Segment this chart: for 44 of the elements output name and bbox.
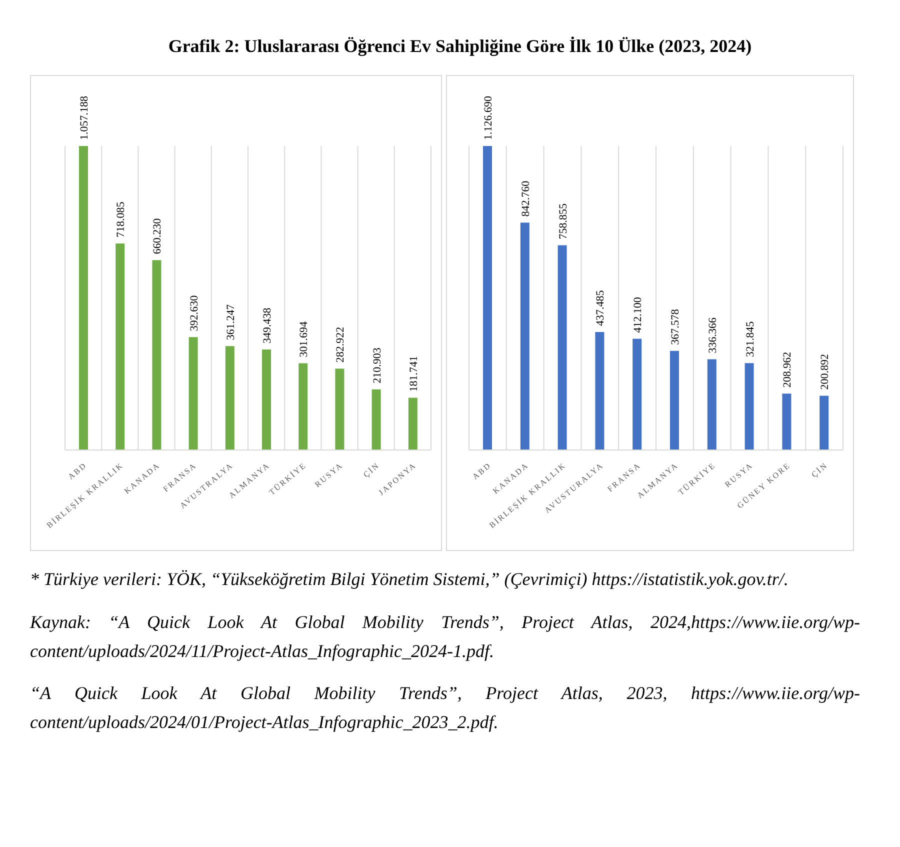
data-label: 349.438	[262, 307, 274, 344]
data-label: 200.892	[819, 354, 832, 390]
chart-title: Grafik 2: Uluslararası Öğrenci Ev Sahipliğine Göre İlk 10 Ülke (2023, 2024)	[167, 36, 753, 57]
data-label: 208.962	[782, 352, 794, 388]
bar	[116, 244, 125, 450]
bar	[335, 368, 344, 450]
bar	[298, 363, 308, 450]
data-label: 437.485	[594, 290, 607, 326]
text: * Türkiye verileri: YÖK, “Yükseköğretim Bilgi Yönetim Sistemi,” (Çevrimiçi) https://istatistik.yok.gov.tr/.	[30, 568, 790, 591]
bar	[79, 146, 88, 450]
text: “A Quick Look At Global Mobility Trends”, Project Atlas, 2023, https://www.iie.org/wp-content/uploads/2024/01/Project-Atlas_Infographic_2023_2.pdf.	[30, 682, 860, 734]
data-label: 367.578	[670, 308, 682, 345]
bar	[152, 260, 162, 450]
data-label: 660.230	[152, 218, 164, 254]
bar	[188, 337, 198, 450]
data-label: 210.903	[371, 347, 384, 384]
text: Kaynak: “A Quick Look At Global Mobility Trends”, Project Atlas, 2024,https://www.iie.org/wp-content/uploads/2024/11/Project-Atlas_Infographic_2024-1.pdf.	[30, 610, 860, 663]
bar	[820, 396, 829, 450]
bar	[595, 332, 604, 450]
bar	[707, 359, 716, 450]
data-label: 842.760	[520, 180, 532, 217]
bar	[782, 394, 792, 450]
bar	[408, 398, 418, 450]
data-label: 301.694	[298, 320, 310, 358]
data-label: 1.057.188	[78, 96, 90, 140]
data-label: 361.247	[224, 304, 237, 340]
data-label: 412.100	[632, 296, 644, 333]
bar	[558, 245, 567, 450]
bar	[372, 389, 381, 450]
bar	[744, 363, 754, 450]
data-label: 282.922	[334, 326, 347, 363]
bar	[225, 346, 234, 450]
data-label: 181.741	[408, 356, 420, 392]
data-label: 321.845	[744, 320, 756, 358]
data-label: 718.085	[115, 201, 128, 238]
bar	[520, 222, 530, 450]
bar	[262, 350, 271, 450]
data-label: 392.630	[188, 294, 200, 332]
data-label: 1.126.690	[482, 96, 494, 140]
bar	[483, 146, 492, 450]
bar	[670, 350, 679, 450]
data-label: 758.855	[557, 203, 570, 240]
bar	[632, 338, 642, 450]
data-label: 336.366	[706, 316, 719, 354]
